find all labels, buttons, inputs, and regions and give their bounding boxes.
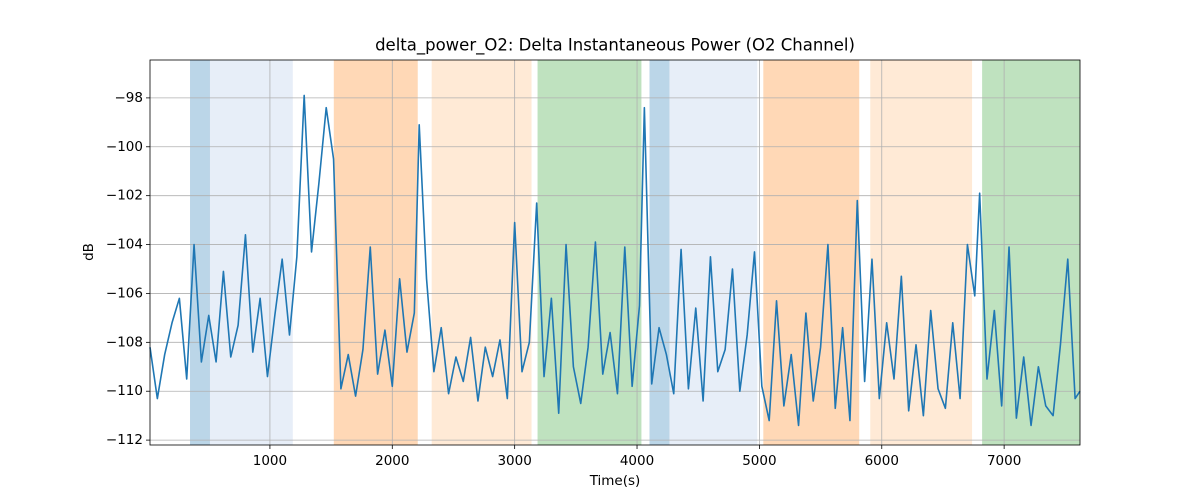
highlight-span (209, 60, 293, 445)
y-tick-label: −104 (106, 237, 143, 253)
x-axis-label: Time(s) (589, 473, 641, 489)
highlight-span (669, 60, 758, 445)
y-tick-label: −98 (115, 90, 144, 106)
y-tick-label: −110 (106, 383, 143, 399)
y-tick-label: −100 (106, 139, 143, 155)
x-tick-label: 2000 (375, 453, 409, 469)
y-tick-label: −108 (106, 334, 143, 350)
y-tick-label: −106 (106, 285, 143, 301)
highlight-span (649, 60, 670, 445)
highlight-span (982, 60, 1080, 445)
x-tick-label: 7000 (987, 453, 1021, 469)
plot-frame (149, 59, 1081, 446)
x-tick-label: 5000 (742, 453, 776, 469)
y-axis-label: dB (81, 243, 97, 261)
highlight-span (333, 60, 418, 445)
y-tick-label: −112 (106, 432, 143, 448)
x-tick-label: 4000 (620, 453, 654, 469)
y-tick-label: −102 (106, 188, 143, 204)
x-tick-label: 1000 (253, 453, 287, 469)
chart-title: delta_power_O2: Delta Instantaneous Powe… (375, 36, 855, 56)
data-line (149, 94, 1081, 427)
x-tick-label: 3000 (497, 453, 531, 469)
highlight-span (870, 60, 973, 445)
highlight-span (190, 60, 210, 445)
highlight-span (763, 60, 860, 445)
x-tick-label: 6000 (865, 453, 899, 469)
